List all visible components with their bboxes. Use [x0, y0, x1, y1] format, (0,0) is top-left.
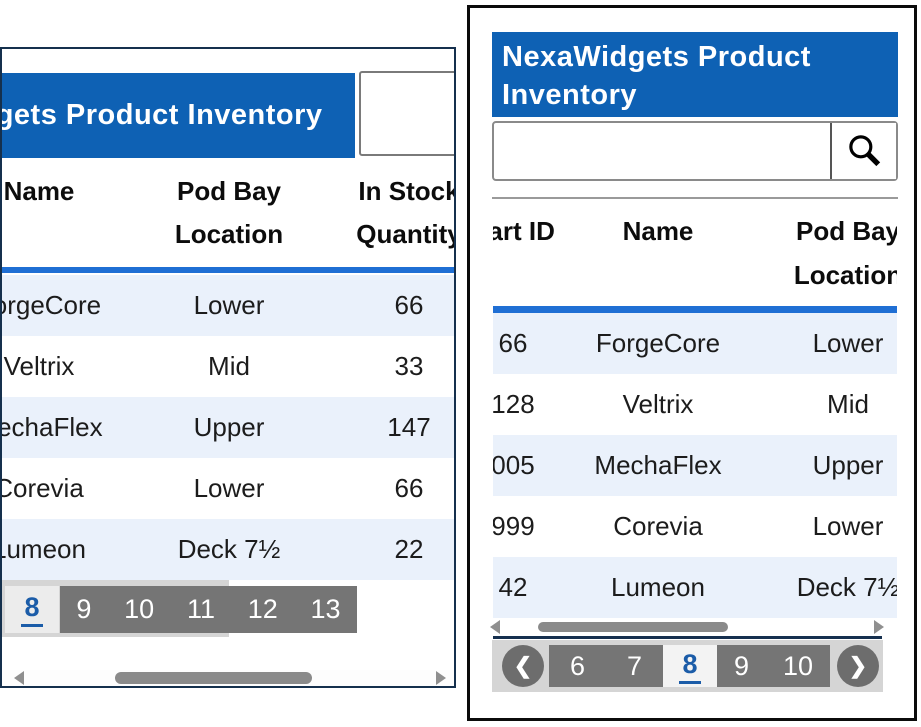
scroll-left-arrow-icon[interactable] [14, 671, 24, 685]
page-button-current[interactable]: 8 [5, 586, 59, 633]
cell-name: ForgeCore [2, 290, 102, 320]
table-row: 999 Corevia Lower 66 [2, 458, 454, 519]
cell-name: ForgeCore [595, 328, 721, 358]
divider-line [492, 197, 898, 199]
scroll-left-arrow-icon[interactable] [490, 620, 500, 634]
table-scroll-area: Part ID Name Pod Bay Location In Stock Q… [493, 199, 897, 628]
table-row: 005 MechaFlex Upper 147 [2, 397, 454, 458]
cell-pod-bay: Lower [193, 290, 265, 320]
chevron-left-icon: ❮ [513, 653, 533, 678]
cell-part-id: 66 [498, 328, 528, 358]
page-button[interactable]: 9 [733, 650, 749, 681]
pagination-pages: 9 10 11 12 13 [60, 586, 357, 633]
cell-name: Veltrix [3, 351, 75, 381]
table-row: 66 ForgeCore Lower 66 [2, 275, 454, 336]
column-header-in-stock-quantity: In Stock Quantity [356, 176, 454, 249]
cell-name: Lumeon [2, 534, 86, 564]
column-header-name: Name [622, 216, 694, 246]
pagination-pages: 6 7 [549, 645, 663, 687]
widget-title: NexaWidgets Product Inventory [492, 32, 898, 117]
page-button[interactable]: 11 [186, 594, 215, 624]
header-underline [2, 267, 454, 273]
previous-page-button[interactable]: ❮ [502, 645, 544, 687]
table-row: 128 Veltrix Mid 33 [2, 336, 454, 397]
cell-qty: 147 [387, 412, 431, 442]
cell-pod-bay: Lower [193, 473, 265, 503]
page-button[interactable]: 7 [626, 650, 643, 681]
cell-part-id: 999 [493, 511, 535, 541]
cell-pod-bay: Mid [827, 389, 869, 419]
scrollbar-thumb[interactable] [538, 622, 728, 632]
cell-name: MechaFlex [594, 450, 722, 480]
scroll-right-arrow-icon[interactable] [436, 671, 446, 685]
cell-pod-bay: Lower [812, 328, 884, 358]
column-header-pod-bay-location: Pod Bay Location [174, 176, 284, 249]
pagination-bar: ❮ 6 7 8 9 10 ❯ [492, 640, 883, 692]
cell-qty: 22 [394, 534, 424, 564]
page-button[interactable]: 12 [247, 594, 278, 624]
column-header-part-id: Part ID [493, 216, 555, 246]
cell-name: Veltrix [622, 389, 694, 419]
table-row: 128 Veltrix Mid 33 [493, 374, 897, 435]
cell-pod-bay: Upper [812, 450, 884, 480]
cell-qty: 66 [394, 290, 424, 320]
table-row: 66 ForgeCore Lower 66 [493, 313, 897, 374]
inventory-widget-right: NexaWidgets Product Inventory Part [467, 5, 917, 721]
table-row: 005 MechaFlex Upper 147 [493, 435, 897, 496]
cell-pod-bay: Lower [812, 511, 884, 541]
scrollbar-thumb[interactable] [115, 672, 312, 684]
page-button[interactable]: 9 [76, 594, 92, 624]
table-bottom-border [493, 636, 882, 639]
table-row: 42 Lumeon Deck 7½ 22 [493, 557, 897, 618]
cell-part-id: 005 [493, 450, 535, 480]
cell-name: Corevia [613, 511, 703, 541]
left-widget-content: NexaWidgets Product Inventory Part ID Na… [2, 49, 454, 649]
scroll-right-arrow-icon[interactable] [874, 620, 884, 634]
chevron-right-icon: ❯ [848, 653, 868, 678]
page-button[interactable]: 13 [310, 594, 341, 624]
page-button[interactable]: 10 [782, 650, 813, 681]
search-icon [845, 131, 883, 172]
horizontal-scrollbar[interactable] [2, 670, 454, 686]
table-row: 42 Lumeon Deck 7½ 22 [2, 519, 454, 580]
search-input[interactable] [494, 123, 828, 179]
cell-pod-bay: Upper [193, 412, 265, 442]
cell-qty: 33 [394, 351, 424, 381]
horizontal-scrollbar[interactable] [488, 620, 898, 634]
column-header-name: Name [3, 176, 75, 206]
inventory-widget-left: NexaWidgets Product Inventory Part ID Na… [0, 47, 456, 688]
cell-part-id: 42 [498, 572, 528, 602]
table-content: Part ID Name Pod Bay Location In Stock Q… [493, 199, 897, 628]
search-input[interactable] [359, 71, 454, 156]
cell-pod-bay: Mid [208, 351, 250, 381]
widget-title: NexaWidgets Product Inventory [2, 73, 355, 158]
cell-qty: 66 [394, 473, 424, 503]
search-bar [492, 121, 898, 181]
left-widget-scroll-area: NexaWidgets Product Inventory Part ID Na… [2, 49, 454, 686]
header-underline [493, 306, 897, 313]
cell-name: MechaFlex [2, 412, 103, 442]
search-divider [830, 123, 832, 179]
search-button[interactable] [832, 123, 896, 179]
cell-part-id: 128 [493, 389, 535, 419]
cell-pod-bay: Deck 7½ [796, 572, 897, 602]
page-button[interactable]: 6 [569, 650, 586, 681]
cell-name: Lumeon [611, 572, 705, 602]
page-button[interactable]: 10 [124, 594, 155, 624]
column-header-pod-bay-location: Pod Bay Location [793, 216, 897, 290]
table-row: 999 Corevia Lower 66 [493, 496, 897, 557]
page-button-current[interactable]: 8 [663, 645, 717, 687]
cell-pod-bay: Deck 7½ [177, 534, 281, 564]
cell-name: Corevia [2, 473, 84, 503]
pagination-pages: 9 10 [717, 645, 830, 687]
next-page-button[interactable]: ❯ [837, 645, 879, 687]
